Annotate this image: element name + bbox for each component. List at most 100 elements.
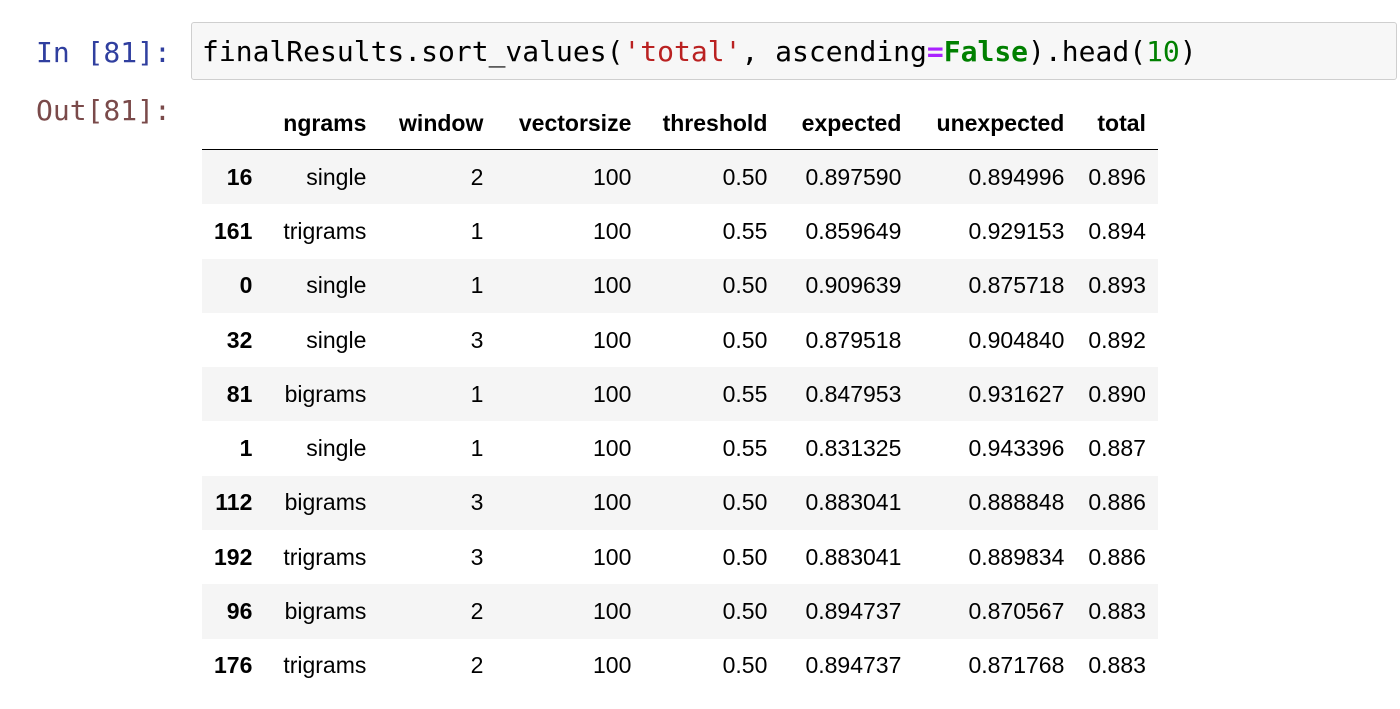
cell-threshold: 0.55 bbox=[722, 217, 768, 244]
table-row: 81 bigrams 1 100 0.55 0.847953 0.931627 … bbox=[202, 367, 1158, 422]
cell-ngrams: single bbox=[306, 163, 367, 190]
cell-threshold: 0.50 bbox=[722, 543, 768, 570]
cell-expected: 0.831325 bbox=[805, 435, 902, 462]
cell-threshold: 0.50 bbox=[722, 652, 768, 679]
cell-threshold: 0.50 bbox=[722, 272, 768, 299]
cell-total: 0.883 bbox=[1088, 598, 1146, 625]
row-index: 32 bbox=[226, 326, 253, 353]
cell-total: 0.896 bbox=[1088, 163, 1146, 190]
cell-vectorsize: 100 bbox=[593, 163, 632, 190]
cell-window: 3 bbox=[470, 489, 484, 516]
table-row: 96 bigrams 2 100 0.50 0.894737 0.870567 … bbox=[202, 584, 1158, 639]
cell-expected: 0.883041 bbox=[805, 543, 902, 570]
cell-ngrams: bigrams bbox=[284, 489, 367, 516]
cell-total: 0.886 bbox=[1088, 543, 1146, 570]
cell-unexpected: 0.943396 bbox=[968, 435, 1065, 462]
cell-window: 3 bbox=[470, 326, 484, 353]
table-header-row: ngrams window vectorsize threshold expec… bbox=[202, 97, 1158, 150]
table-row: 0 single 1 100 0.50 0.909639 0.875718 0.… bbox=[202, 258, 1158, 313]
code-chain: ).head( bbox=[1028, 35, 1147, 68]
cell-total: 0.893 bbox=[1088, 272, 1146, 299]
column-header-ngrams: ngrams bbox=[264, 97, 379, 150]
row-index: 176 bbox=[214, 652, 253, 679]
cell-vectorsize: 100 bbox=[593, 543, 632, 570]
input-prompt: In [81]: bbox=[36, 36, 171, 69]
cell-threshold: 0.50 bbox=[722, 489, 768, 516]
cell-total: 0.887 bbox=[1088, 435, 1146, 462]
cell-vectorsize: 100 bbox=[593, 489, 632, 516]
cell-expected: 0.897590 bbox=[805, 163, 902, 190]
cell-threshold: 0.55 bbox=[722, 380, 768, 407]
cell-expected: 0.859649 bbox=[805, 217, 902, 244]
cell-vectorsize: 100 bbox=[593, 272, 632, 299]
code-string-arg: 'total' bbox=[623, 35, 742, 68]
cell-expected: 0.909639 bbox=[805, 272, 902, 299]
dataframe-table: ngrams window vectorsize threshold expec… bbox=[202, 97, 1158, 693]
table-row: 176 trigrams 2 100 0.50 0.894737 0.87176… bbox=[202, 639, 1158, 693]
cell-unexpected: 0.904840 bbox=[968, 326, 1065, 353]
code-close-paren: ) bbox=[1179, 35, 1197, 68]
cell-ngrams: trigrams bbox=[283, 543, 367, 570]
cell-vectorsize: 100 bbox=[593, 326, 632, 353]
cell-unexpected: 0.889834 bbox=[968, 543, 1065, 570]
cell-vectorsize: 100 bbox=[593, 380, 632, 407]
code-equals-operator: = bbox=[926, 35, 944, 68]
row-index: 112 bbox=[215, 489, 253, 516]
cell-threshold: 0.50 bbox=[722, 598, 768, 625]
output-prompt: Out[81]: bbox=[36, 94, 171, 127]
cell-total: 0.892 bbox=[1088, 326, 1146, 353]
row-index: 161 bbox=[214, 217, 253, 244]
column-header-index bbox=[202, 97, 265, 150]
column-header-expected: expected bbox=[779, 97, 914, 150]
cell-unexpected: 0.875718 bbox=[968, 272, 1065, 299]
cell-vectorsize: 100 bbox=[593, 435, 632, 462]
table-row: 1 single 1 100 0.55 0.831325 0.943396 0.… bbox=[202, 421, 1158, 475]
code-number-arg: 10 bbox=[1146, 35, 1180, 68]
cell-unexpected: 0.871768 bbox=[968, 652, 1065, 679]
code-input-cell[interactable]: finalResults.sort_values('total', ascend… bbox=[191, 22, 1397, 80]
row-index: 192 bbox=[214, 543, 253, 570]
code-false-keyword: False bbox=[943, 35, 1029, 68]
cell-threshold: 0.50 bbox=[722, 326, 768, 353]
column-header-total: total bbox=[1076, 97, 1158, 150]
cell-expected: 0.894737 bbox=[805, 652, 902, 679]
column-header-threshold: threshold bbox=[643, 97, 780, 150]
cell-unexpected: 0.888848 bbox=[968, 489, 1065, 516]
cell-ngrams: bigrams bbox=[284, 380, 367, 407]
cell-window: 2 bbox=[470, 652, 484, 679]
column-header-unexpected: unexpected bbox=[913, 97, 1077, 150]
cell-vectorsize: 100 bbox=[593, 217, 632, 244]
cell-total: 0.886 bbox=[1088, 489, 1146, 516]
code-object: finalResults.sort_values( bbox=[202, 35, 624, 68]
table-row: 16 single 2 100 0.50 0.897590 0.894996 0… bbox=[202, 149, 1158, 205]
cell-vectorsize: 100 bbox=[593, 652, 632, 679]
row-index: 16 bbox=[226, 163, 253, 190]
row-index: 0 bbox=[239, 272, 253, 299]
cell-ngrams: bigrams bbox=[284, 598, 367, 625]
row-index: 81 bbox=[226, 380, 253, 407]
cell-expected: 0.883041 bbox=[805, 489, 902, 516]
table-row: 32 single 3 100 0.50 0.879518 0.904840 0… bbox=[202, 313, 1158, 367]
cell-window: 2 bbox=[470, 598, 484, 625]
row-index: 96 bbox=[226, 598, 253, 625]
cell-window: 1 bbox=[470, 217, 484, 244]
cell-total: 0.890 bbox=[1088, 380, 1146, 407]
cell-window: 1 bbox=[470, 380, 484, 407]
cell-unexpected: 0.870567 bbox=[968, 598, 1065, 625]
code-line: finalResults.sort_values('total', ascend… bbox=[202, 32, 1197, 72]
column-header-window: window bbox=[378, 97, 496, 150]
cell-total: 0.894 bbox=[1088, 217, 1146, 244]
cell-threshold: 0.50 bbox=[722, 163, 768, 190]
cell-total: 0.883 bbox=[1088, 652, 1146, 679]
row-index: 1 bbox=[239, 435, 253, 462]
cell-threshold: 0.55 bbox=[722, 435, 768, 462]
code-separator: , ascending bbox=[741, 35, 927, 68]
table-row: 112 bigrams 3 100 0.50 0.883041 0.888848… bbox=[202, 475, 1158, 531]
cell-window: 3 bbox=[470, 543, 484, 570]
cell-ngrams: single bbox=[306, 272, 367, 299]
cell-ngrams: trigrams bbox=[283, 652, 367, 679]
cell-expected: 0.847953 bbox=[805, 380, 902, 407]
cell-ngrams: single bbox=[306, 435, 367, 462]
cell-unexpected: 0.931627 bbox=[968, 380, 1065, 407]
